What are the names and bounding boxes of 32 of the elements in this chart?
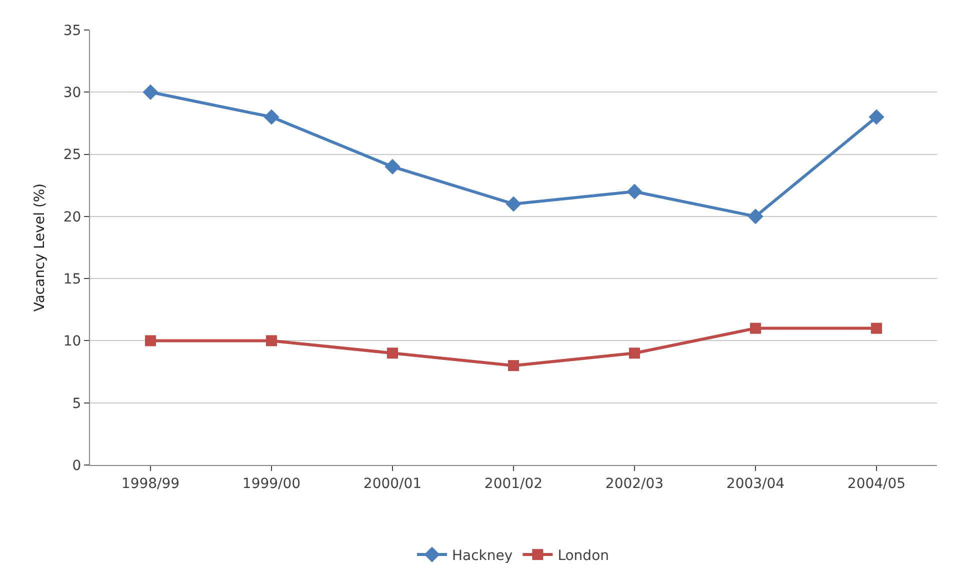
- legend-label: London: [558, 548, 610, 564]
- x-tick-label: 2003/04: [726, 476, 785, 492]
- y-tick-label: 0: [72, 458, 82, 474]
- x-tick-label: 2004/05: [847, 476, 906, 492]
- x-tick-label: 2002/03: [605, 476, 664, 492]
- point: [626, 184, 642, 200]
- x-tick-label: 2000/01: [363, 476, 422, 492]
- point: [384, 158, 400, 175]
- point: [748, 208, 764, 224]
- point: [145, 335, 156, 346]
- x-tick-label: 1999/00: [242, 476, 301, 492]
- point: [142, 84, 158, 100]
- point: [264, 109, 280, 125]
- point: [868, 109, 884, 125]
- y-tick-label: 35: [63, 22, 82, 39]
- point: [629, 348, 640, 359]
- y-axis-title: Vacancy Level (%): [32, 183, 48, 312]
- y-tick-label: 10: [63, 334, 82, 350]
- legend-label: Hackney: [452, 548, 513, 564]
- y-tick-label: 30: [63, 85, 82, 102]
- y-tick-label: 5: [72, 396, 82, 412]
- point: [508, 360, 519, 372]
- point: [506, 196, 522, 212]
- y-tick-label: 25: [63, 147, 82, 164]
- point: [266, 335, 277, 346]
- y-tick-label: 20: [63, 209, 82, 226]
- point: [750, 322, 761, 334]
- point: [387, 348, 398, 359]
- x-tick-label: 1998/99: [121, 476, 180, 492]
- point: [871, 322, 882, 334]
- y-tick-label: 15: [63, 271, 82, 288]
- x-tick-label: 2001/02: [484, 476, 543, 492]
